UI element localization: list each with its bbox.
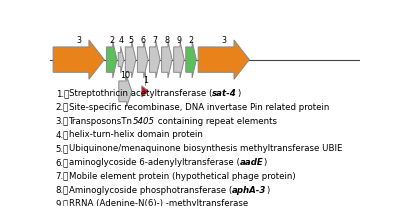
Text: Mobile element protein (hypothetical phage protein): Mobile element protein (hypothetical pha… (69, 172, 296, 181)
Text: containing repeat elements: containing repeat elements (155, 117, 277, 126)
Text: 2: 2 (188, 36, 194, 45)
Polygon shape (150, 41, 160, 78)
Text: 1: 1 (143, 76, 148, 85)
Text: 8: 8 (164, 36, 169, 45)
Text: RRNA (Adenine-N(6)-) -methyltransferase: RRNA (Adenine-N(6)-) -methyltransferase (69, 199, 248, 206)
Text: Ubiquinone/menaquinone biosynthesis methyltransferase UBIE: Ubiquinone/menaquinone biosynthesis meth… (69, 144, 342, 153)
Text: 2.: 2. (56, 103, 69, 112)
Text: 8.: 8. (56, 186, 69, 194)
Text: helix-turn-helix domain protein: helix-turn-helix domain protein (69, 130, 203, 139)
Polygon shape (118, 46, 124, 73)
Polygon shape (119, 76, 132, 107)
Text: Streptothricin acetyltransferase (: Streptothricin acetyltransferase ( (69, 89, 212, 98)
Polygon shape (162, 41, 172, 78)
Text: ): ) (237, 89, 240, 98)
Text: 3: 3 (221, 36, 226, 45)
Text: TransposonsTn: TransposonsTn (69, 117, 133, 126)
Text: 3: 3 (76, 36, 81, 45)
Polygon shape (125, 41, 136, 78)
Text: 4: 4 (118, 36, 124, 45)
Text: aphA-3: aphA-3 (232, 186, 266, 194)
Polygon shape (106, 41, 117, 78)
Text: aminoglycoside 6-adenylyltransferase (: aminoglycoside 6-adenylyltransferase ( (69, 158, 240, 167)
Text: 2: 2 (109, 36, 114, 45)
Text: Aminoglycoside phosphotransferase (: Aminoglycoside phosphotransferase ( (69, 186, 232, 194)
Polygon shape (198, 40, 249, 79)
Text: 5405: 5405 (133, 117, 155, 126)
Text: aadE: aadE (240, 158, 264, 167)
Text: sat-4: sat-4 (212, 89, 237, 98)
Text: 4.: 4. (56, 130, 69, 139)
Text: 10: 10 (120, 71, 130, 80)
Text: 9: 9 (176, 36, 182, 45)
Polygon shape (53, 40, 104, 79)
Text: 6: 6 (140, 36, 145, 45)
Text: ): ) (266, 186, 270, 194)
Polygon shape (174, 41, 184, 78)
Text: 5: 5 (128, 36, 133, 45)
Polygon shape (186, 41, 196, 78)
Text: 6.: 6. (56, 158, 69, 167)
Polygon shape (142, 86, 148, 97)
Text: 1.: 1. (56, 89, 69, 98)
Text: 5.: 5. (56, 144, 69, 153)
Text: 9.: 9. (56, 199, 69, 206)
Text: 3.: 3. (56, 117, 69, 126)
Polygon shape (138, 41, 148, 78)
Text: ): ) (264, 158, 267, 167)
Text: 7.: 7. (56, 172, 69, 181)
Text: 7: 7 (152, 36, 157, 45)
Text: Site-specific recombinase, DNA invertase Pin related protein: Site-specific recombinase, DNA invertase… (69, 103, 329, 112)
